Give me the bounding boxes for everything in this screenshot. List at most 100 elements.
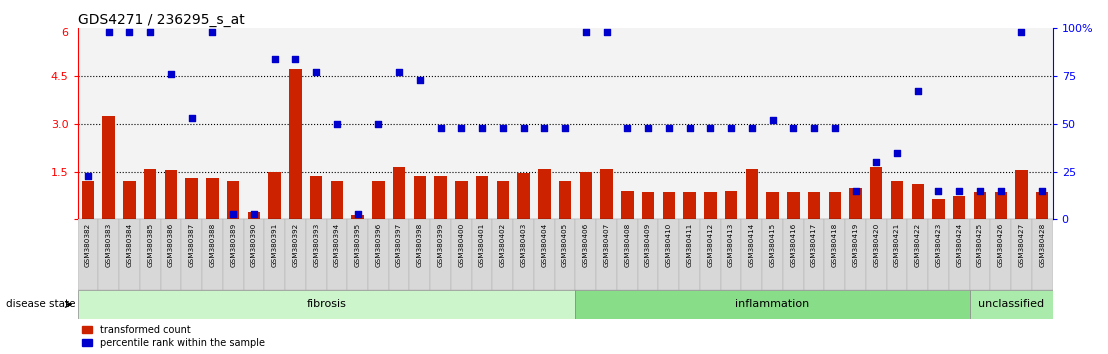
Bar <box>970 28 991 219</box>
Text: unclassified: unclassified <box>978 299 1044 309</box>
Bar <box>451 28 472 219</box>
Point <box>494 125 512 131</box>
Bar <box>368 219 389 290</box>
Bar <box>970 219 991 290</box>
Point <box>79 173 96 178</box>
Bar <box>746 169 758 219</box>
Text: GSM380395: GSM380395 <box>355 223 360 267</box>
Bar <box>886 28 907 219</box>
Bar <box>161 28 182 219</box>
Bar <box>285 28 306 219</box>
Bar <box>538 169 551 219</box>
Text: GSM380396: GSM380396 <box>376 223 381 267</box>
Bar <box>161 219 182 290</box>
Point <box>909 88 926 94</box>
Point <box>701 125 719 131</box>
Bar <box>389 28 410 219</box>
Bar <box>534 219 555 290</box>
Bar <box>372 181 384 219</box>
Bar <box>596 28 617 219</box>
Bar <box>393 167 406 219</box>
Bar <box>575 290 970 319</box>
Bar <box>907 28 929 219</box>
Bar <box>929 219 948 290</box>
Bar <box>870 167 882 219</box>
Text: disease state: disease state <box>6 299 75 309</box>
Bar <box>700 219 720 290</box>
Bar <box>1032 219 1053 290</box>
Bar <box>1012 28 1032 219</box>
Bar <box>907 219 929 290</box>
Point <box>287 56 305 62</box>
Point <box>349 211 367 217</box>
Bar <box>845 28 865 219</box>
Text: GSM380399: GSM380399 <box>438 223 443 267</box>
Point <box>245 211 263 217</box>
Text: GSM380426: GSM380426 <box>997 223 1004 267</box>
Text: GSM380425: GSM380425 <box>977 223 983 267</box>
Point <box>660 125 678 131</box>
Bar <box>787 193 800 219</box>
Text: GSM380417: GSM380417 <box>811 223 817 267</box>
Bar <box>202 219 223 290</box>
Text: GSM380404: GSM380404 <box>542 223 547 267</box>
Text: GSM380397: GSM380397 <box>397 223 402 267</box>
Point <box>743 125 761 131</box>
Bar <box>410 28 430 219</box>
Text: GSM380414: GSM380414 <box>749 223 755 267</box>
Bar <box>119 28 140 219</box>
Point <box>224 211 242 217</box>
Bar <box>741 28 762 219</box>
Bar <box>558 181 572 219</box>
Bar <box>265 219 285 290</box>
Text: 6: 6 <box>61 28 68 38</box>
Bar <box>720 219 741 290</box>
Bar <box>720 28 741 219</box>
Point <box>784 125 802 131</box>
Bar <box>642 193 655 219</box>
Bar <box>783 219 803 290</box>
Bar <box>704 193 717 219</box>
Text: GSM380419: GSM380419 <box>852 223 859 267</box>
Bar <box>455 181 468 219</box>
Text: GSM380403: GSM380403 <box>521 223 526 267</box>
Bar <box>513 28 534 219</box>
Bar <box>202 28 223 219</box>
Bar <box>783 28 803 219</box>
Point <box>597 29 615 35</box>
Point <box>121 29 138 35</box>
Bar <box>102 116 115 219</box>
Bar <box>513 219 534 290</box>
Bar <box>99 219 119 290</box>
Bar <box>165 170 177 219</box>
Bar <box>948 28 970 219</box>
Point <box>369 121 387 127</box>
Bar <box>1012 219 1032 290</box>
Bar <box>430 28 451 219</box>
Bar <box>850 188 862 219</box>
Bar <box>663 193 675 219</box>
Bar <box>472 219 492 290</box>
Point <box>100 29 117 35</box>
Bar <box>762 28 783 219</box>
Bar <box>824 219 845 290</box>
Text: GSM380393: GSM380393 <box>314 223 319 267</box>
Bar <box>679 219 700 290</box>
Point <box>992 188 1009 194</box>
Legend: transformed count, percentile rank within the sample: transformed count, percentile rank withi… <box>82 325 265 348</box>
Text: GSM380408: GSM380408 <box>624 223 630 267</box>
Point <box>889 150 906 155</box>
Text: GSM380421: GSM380421 <box>894 223 900 267</box>
Point <box>432 125 450 131</box>
Text: GSM380424: GSM380424 <box>956 223 962 267</box>
Bar <box>492 219 513 290</box>
Bar <box>248 212 260 219</box>
Bar <box>223 219 244 290</box>
Bar <box>555 28 575 219</box>
Bar <box>268 172 280 219</box>
Point <box>266 56 284 62</box>
Text: GSM380413: GSM380413 <box>728 223 733 267</box>
Bar <box>82 181 94 219</box>
Bar <box>912 184 924 219</box>
Text: GSM380401: GSM380401 <box>479 223 485 267</box>
